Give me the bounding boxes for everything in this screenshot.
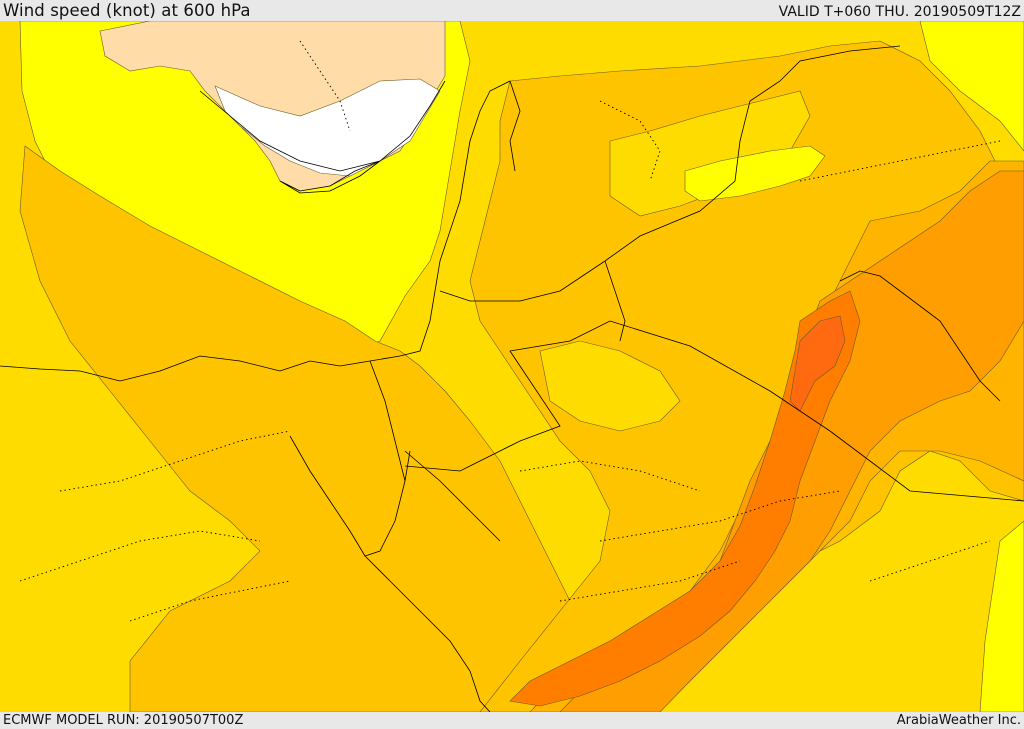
wind-speed-map[interactable] <box>0 21 1024 712</box>
province-lines <box>19 40 1001 622</box>
wind-band-yellow-east <box>919 21 1024 152</box>
valid-time: VALID T+060 THU. 20190509T12Z <box>778 4 1021 20</box>
wind-band-orange-west <box>19 145 621 712</box>
wind-band-yellow-pocket-2 <box>684 145 826 202</box>
footer-bar: ECMWF MODEL RUN: 20190507T00Z ArabiaWeat… <box>0 712 1024 729</box>
map-title: Wind speed (knot) at 600 hPa <box>3 1 251 20</box>
borders <box>369 45 1024 502</box>
header-bar: Wind speed (knot) at 600 hPa VALID T+060… <box>0 0 1024 21</box>
credit-label: ArabiaWeather Inc. <box>896 713 1021 728</box>
wind-band-yellow-pocket-3 <box>539 340 681 432</box>
wind-band-core-max <box>789 315 846 412</box>
model-run-label: ECMWF MODEL RUN: 20190507T00Z <box>3 713 244 728</box>
map-area[interactable] <box>0 21 1024 712</box>
wind-band-white <box>214 78 441 177</box>
wind-band-yellow-se <box>979 520 1024 712</box>
coastlines <box>0 80 1001 712</box>
